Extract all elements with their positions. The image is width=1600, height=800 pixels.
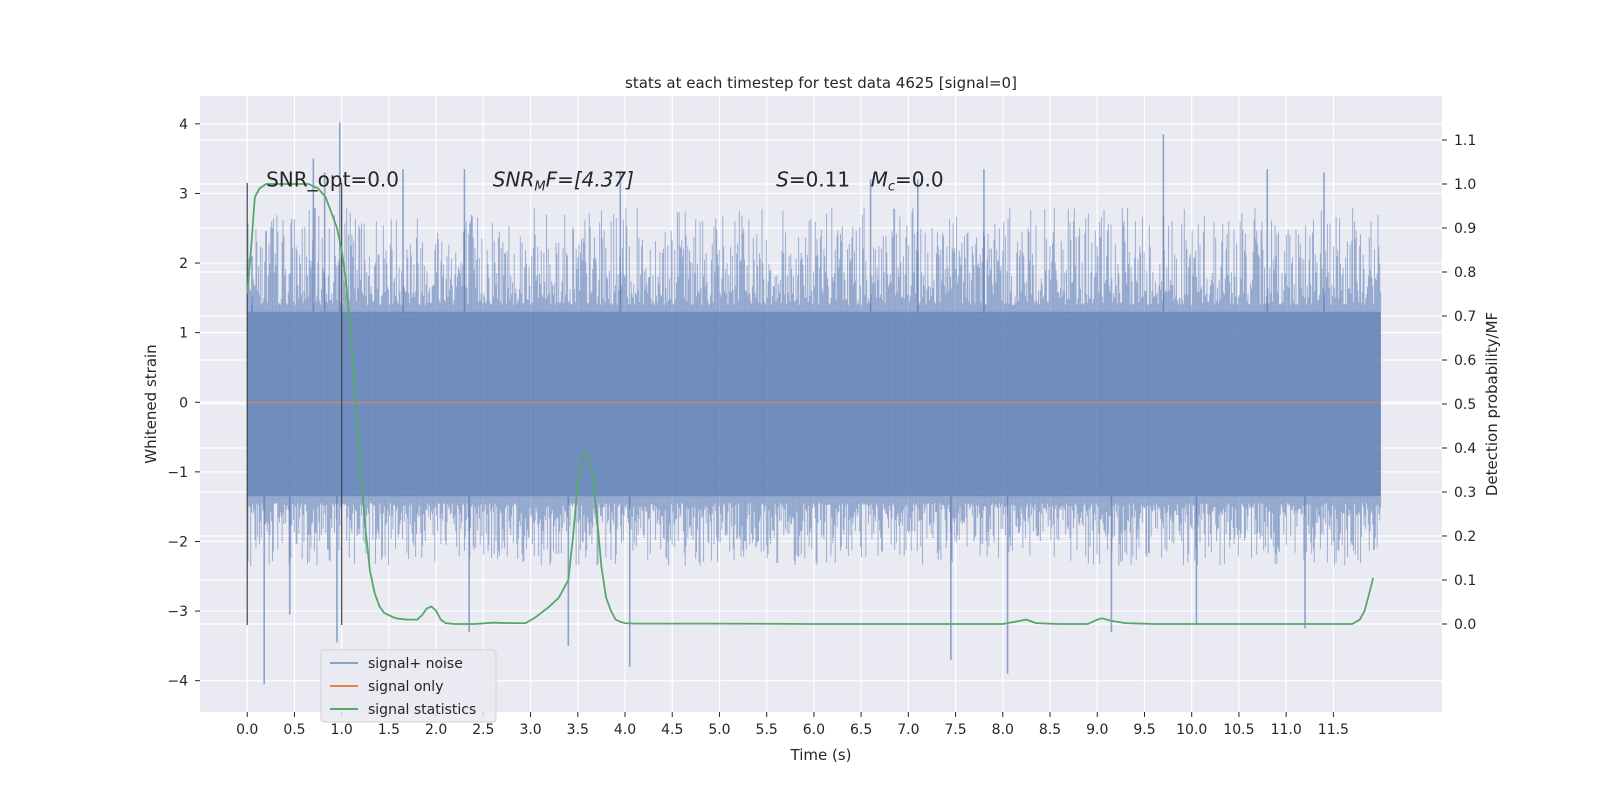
legend-label-noise: signal+ noise <box>368 656 463 672</box>
signal-plus-noise-series <box>246 122 1382 685</box>
y2-tick-label: 1.0 <box>1454 177 1476 193</box>
y-tick-label: 4 <box>179 117 188 133</box>
y2-axis-label: Detection probability/MF <box>1483 312 1501 496</box>
x-tick-label: 11.0 <box>1271 722 1302 738</box>
x-axis-label: Time (s) <box>790 746 852 764</box>
y2-tick-label: 0.4 <box>1454 441 1476 457</box>
annotation-snr-opt: SNR_opt=0.0 <box>266 167 399 191</box>
y-tick-label: −3 <box>167 604 188 620</box>
x-tick-label: 0.5 <box>283 722 305 738</box>
y2-tick-label: 0.1 <box>1454 573 1476 589</box>
y-axis-ticks: −4 −3 −2 −1 0 1 2 3 4 <box>167 117 200 690</box>
signal-statistics-line <box>246 183 1374 625</box>
y-tick-label: −4 <box>167 674 188 690</box>
legend-label-statistics: signal statistics <box>368 702 476 718</box>
x-tick-label: 7.0 <box>897 722 919 738</box>
x-tick-label: 9.5 <box>1133 722 1155 738</box>
x-tick-label: 11.5 <box>1318 722 1349 738</box>
y-axis-label: Whitened strain <box>142 344 160 463</box>
y2-tick-label: 0.2 <box>1454 529 1476 545</box>
x-tick-label: 9.0 <box>1086 722 1108 738</box>
x-tick-label: 8.0 <box>992 722 1014 738</box>
x-tick-label: 10.5 <box>1223 722 1254 738</box>
y-tick-label: −2 <box>167 534 188 550</box>
x-tick-label: 4.0 <box>614 722 636 738</box>
x-tick-label: 2.5 <box>472 722 494 738</box>
x-axis-ticks: 0.0 0.5 1.0 1.5 2.0 2.5 3.0 3.5 4.0 4.5 5.0 5.5 6.0 6… <box>236 712 1349 738</box>
x-tick-label: 2.0 <box>425 722 447 738</box>
y2-tick-label: 0.3 <box>1454 485 1476 501</box>
x-tick-label: 5.0 <box>708 722 730 738</box>
y2-tick-label: 0.7 <box>1454 309 1476 325</box>
y2-tick-label: 0.9 <box>1454 221 1476 237</box>
legend-box <box>320 649 497 723</box>
x-tick-label: 3.0 <box>519 722 541 738</box>
y-tick-label: 3 <box>179 186 188 202</box>
y2-tick-label: 0.5 <box>1454 397 1476 413</box>
y-tick-label: 0 <box>179 395 188 411</box>
y2-tick-label: 0.8 <box>1454 265 1476 281</box>
y-tick-label: −1 <box>167 465 188 481</box>
x-tick-label: 0.0 <box>236 722 258 738</box>
annotation-mc-stat: Mc=0.0 <box>871 167 944 194</box>
y-tick-label: 2 <box>179 256 188 272</box>
y2-axis-ticks: 0.0 0.1 0.2 0.3 0.4 0.5 0.6 0.7 0.8 0.9 1.0 1.1 <box>1442 133 1476 633</box>
x-tick-label: 1.5 <box>378 722 400 738</box>
x-tick-label: 8.5 <box>1039 722 1061 738</box>
signal-statistics-series <box>246 183 1374 625</box>
x-tick-label: 4.5 <box>661 722 683 738</box>
annotations: SNR_opt=0.0 SNRMF=[4.37] S=0.11 Mc=0.0 <box>266 167 943 194</box>
marker-vlines <box>246 183 343 625</box>
y2-tick-label: 0.6 <box>1454 353 1476 369</box>
legend-label-signal-only: signal only <box>368 679 443 695</box>
annotation-snr-mf: SNRMF=[4.37] <box>493 167 634 194</box>
annotation-s-stat: S=0.11 <box>776 167 850 191</box>
x-tick-label: 1.0 <box>331 722 353 738</box>
x-tick-label: 3.5 <box>567 722 589 738</box>
y2-tick-label: 0.0 <box>1454 617 1476 633</box>
chart-title: stats at each timestep for test data 462… <box>625 74 1017 92</box>
y2-tick-label: 1.1 <box>1454 133 1476 149</box>
x-tick-label: 5.5 <box>756 722 778 738</box>
x-tick-label: 6.5 <box>850 722 872 738</box>
y-tick-label: 1 <box>179 326 188 342</box>
legend: signal+ noise signal only signal statist… <box>320 649 497 723</box>
x-tick-label: 6.0 <box>803 722 825 738</box>
x-tick-label: 7.5 <box>944 722 966 738</box>
x-tick-label: 10.0 <box>1176 722 1207 738</box>
